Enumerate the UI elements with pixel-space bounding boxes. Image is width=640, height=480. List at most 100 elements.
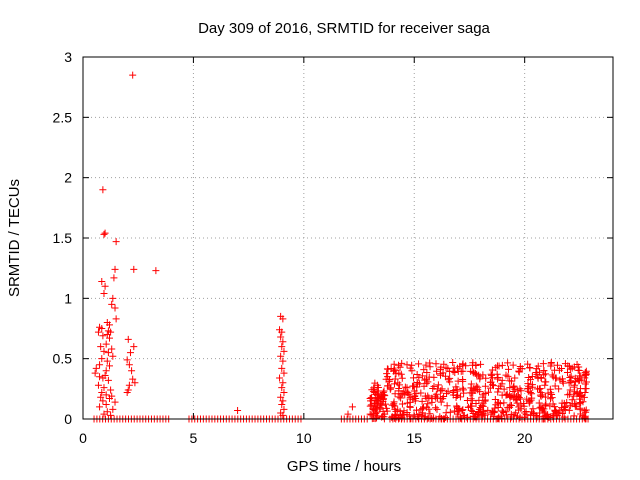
data-point	[513, 396, 521, 404]
data-point	[444, 387, 452, 395]
data-point	[576, 406, 584, 414]
grid	[83, 57, 613, 419]
data-point	[476, 375, 484, 383]
data-point	[511, 391, 519, 399]
data-point	[96, 403, 104, 411]
data-point	[516, 362, 524, 370]
data-point	[449, 358, 457, 366]
data-point	[570, 412, 578, 420]
data-point	[525, 373, 533, 381]
data-point	[444, 364, 452, 372]
data-point	[582, 408, 590, 416]
data-point	[277, 393, 285, 401]
data-point	[551, 382, 559, 390]
data-point	[576, 385, 584, 393]
data-point	[397, 411, 405, 419]
plot-frame	[82, 56, 614, 420]
y-tick-label: 0.5	[53, 351, 73, 367]
data-point	[109, 405, 117, 413]
data-point	[101, 282, 109, 290]
data-point	[520, 400, 528, 408]
data-point	[494, 388, 502, 396]
data-point	[91, 369, 99, 377]
data-point	[384, 373, 392, 381]
data-point	[417, 389, 425, 397]
data-point	[509, 361, 517, 369]
data-point	[524, 380, 532, 388]
data-point	[391, 390, 399, 398]
data-point	[523, 395, 531, 403]
data-point	[548, 371, 556, 379]
data-point	[126, 349, 134, 357]
data-point	[280, 388, 288, 396]
data-point	[434, 394, 442, 402]
data-point	[498, 391, 506, 399]
data-point	[469, 359, 477, 367]
data-point	[481, 382, 489, 390]
data-point	[109, 294, 117, 302]
data-point	[367, 411, 375, 419]
data-point	[430, 382, 438, 390]
data-point	[107, 411, 115, 419]
data-point	[529, 383, 537, 391]
data-point	[457, 367, 465, 375]
data-point	[529, 410, 537, 418]
data-point	[100, 347, 108, 355]
data-point	[398, 359, 406, 367]
y-tick-label: 2.5	[53, 109, 73, 125]
data-point	[96, 361, 104, 369]
data-point	[96, 373, 104, 381]
data-point	[511, 374, 519, 382]
data-point	[440, 360, 448, 368]
data-point	[395, 369, 403, 377]
data-point	[514, 386, 522, 394]
data-point	[418, 397, 426, 405]
data-point	[500, 385, 508, 393]
data-point	[564, 369, 572, 377]
data-point	[369, 388, 377, 396]
data-point	[544, 389, 552, 397]
data-point	[130, 265, 138, 273]
data-point	[487, 410, 495, 418]
data-point	[415, 360, 423, 368]
data-point	[279, 397, 287, 405]
data-point	[415, 374, 423, 382]
data-point	[97, 343, 105, 351]
data-point	[129, 71, 137, 79]
data-point	[479, 399, 487, 407]
data-point	[527, 396, 535, 404]
data-point	[459, 361, 467, 369]
data-point	[403, 384, 411, 392]
data-point	[449, 389, 457, 397]
data-point	[553, 361, 561, 369]
data-point	[367, 401, 375, 409]
data-point	[367, 397, 374, 405]
data-point	[446, 378, 454, 386]
data-point	[571, 388, 579, 396]
data-point	[463, 396, 471, 404]
data-point	[279, 338, 287, 346]
data-point	[497, 412, 505, 420]
data-point	[564, 391, 572, 399]
data-point	[403, 361, 411, 369]
data-point	[430, 373, 438, 381]
data-point	[344, 410, 352, 418]
data-point	[422, 361, 430, 369]
data-point	[112, 238, 120, 246]
data-point	[98, 355, 106, 363]
data-point	[446, 408, 454, 416]
data-point	[548, 394, 556, 402]
data-point	[568, 396, 576, 404]
data-point	[389, 367, 397, 375]
data-point	[516, 413, 524, 421]
data-point	[98, 277, 106, 285]
y-axis-label: SRMTID / TECUs	[6, 179, 23, 297]
data-point	[391, 367, 399, 375]
data-point	[99, 397, 107, 405]
data-point	[102, 340, 110, 348]
data-point	[475, 371, 483, 379]
data-point	[566, 402, 574, 410]
data-point	[542, 370, 550, 378]
data-point	[458, 406, 466, 414]
